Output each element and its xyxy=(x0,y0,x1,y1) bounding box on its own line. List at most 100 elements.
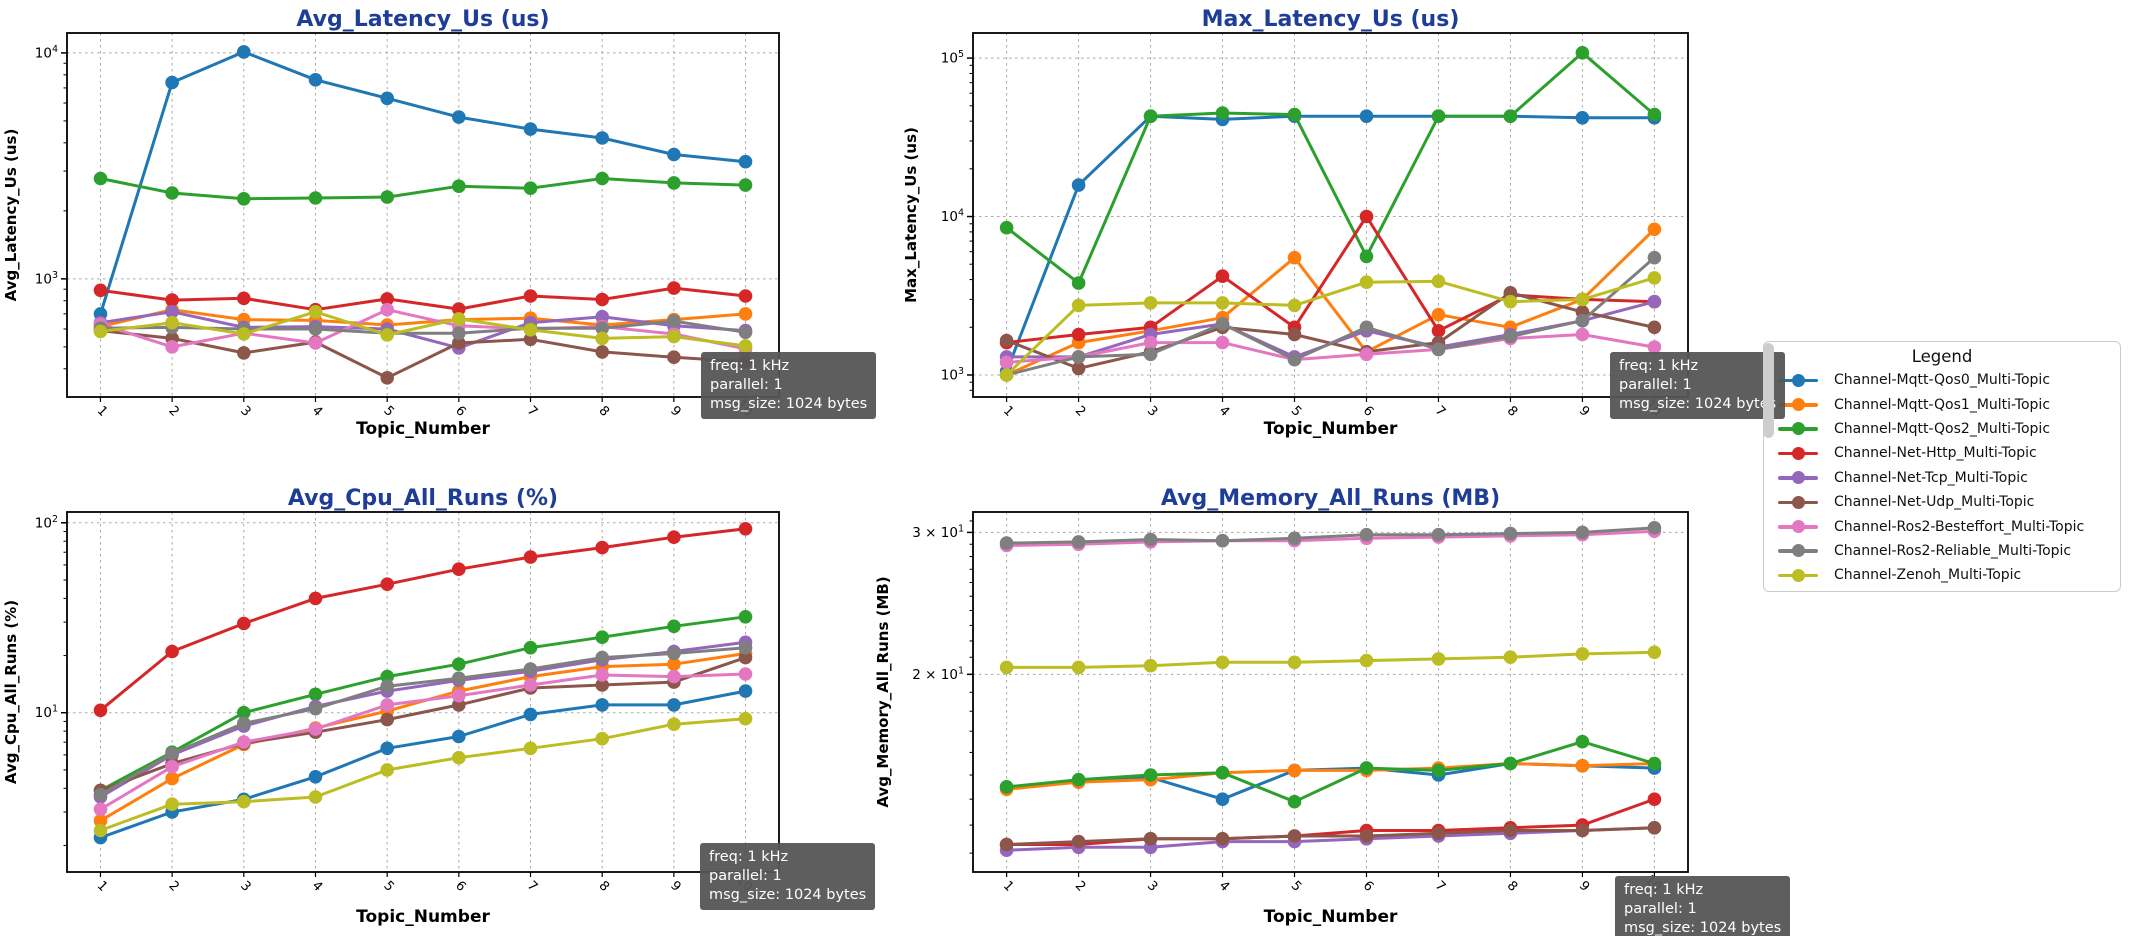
data-point-marker xyxy=(1575,111,1590,125)
y-tick-label: 104 xyxy=(35,44,58,62)
series-line xyxy=(99,689,746,840)
x-tick-label: 6 xyxy=(452,403,468,419)
x-tick-label: 5 xyxy=(380,878,396,894)
annotation-line: freq: 1 kHz xyxy=(1624,882,1704,898)
data-point-marker xyxy=(452,671,466,685)
data-point-marker xyxy=(1071,327,1086,342)
data-point-marker xyxy=(1287,352,1302,367)
data-point-marker xyxy=(93,283,108,298)
x-tick-label: 7 xyxy=(524,403,540,419)
data-point-marker xyxy=(452,688,466,703)
legend-item-label: Channel-Net-Udp_Multi-Topic xyxy=(1834,494,2035,511)
data-point-marker xyxy=(1287,655,1302,670)
y-axis-label: Avg_Cpu_All_Runs (%) xyxy=(2,600,20,784)
x-axis-label: Topic_Number xyxy=(1264,419,1398,439)
data-point-marker xyxy=(1071,178,1086,192)
data-point-marker xyxy=(1647,821,1662,835)
data-point-marker xyxy=(237,616,251,631)
series-line xyxy=(1006,650,1655,669)
data-point-marker xyxy=(93,823,108,838)
data-point-marker xyxy=(380,371,395,385)
x-tick-label: 3 xyxy=(237,403,253,419)
x-tick-label: 6 xyxy=(1360,403,1376,419)
data-point-marker xyxy=(1287,250,1302,265)
series-line xyxy=(1005,276,1655,377)
data-point-marker xyxy=(667,717,681,731)
data-point-marker xyxy=(595,345,609,359)
series-Channel-Mqtt-Qos0_Multi-Topic xyxy=(93,45,753,321)
data-point-marker xyxy=(999,780,1014,794)
series-line xyxy=(100,329,746,380)
data-point-marker xyxy=(308,336,323,350)
data-point-marker xyxy=(237,705,251,720)
legend-marker xyxy=(1778,446,1828,460)
data-point-marker xyxy=(380,577,395,591)
data-point-marker xyxy=(308,687,323,702)
legend-item-label: Channel-Mqtt-Qos0_Multi-Topic xyxy=(1834,372,2051,389)
plot-frame xyxy=(972,32,1689,398)
chart-title: Max_Latency_Us (us) xyxy=(1202,7,1460,32)
data-point-marker xyxy=(1575,525,1590,540)
series-Channel-Zenoh_Multi-Topic xyxy=(93,711,753,838)
series-line xyxy=(1006,256,1656,377)
data-point-marker xyxy=(1359,829,1374,843)
chart-title: Avg_Latency_Us (us) xyxy=(296,7,549,32)
data-point-marker xyxy=(523,678,538,692)
y-axis-label: Max_Latency_Us (us) xyxy=(902,127,920,303)
series-line xyxy=(100,310,746,348)
data-point-marker xyxy=(667,314,681,328)
data-point-marker xyxy=(523,332,538,347)
x-tick-label: 5 xyxy=(380,403,396,419)
data-point-marker xyxy=(1143,832,1158,846)
data-point-marker xyxy=(1575,313,1590,328)
data-point-marker xyxy=(1503,526,1518,541)
y-tick-label: 101 xyxy=(35,704,58,722)
data-point-marker xyxy=(237,735,251,749)
series-Channel-Ros2-Besteffort_Multi-Topic xyxy=(93,667,753,817)
data-point-marker xyxy=(738,610,753,624)
x-tick-label: 8 xyxy=(1504,878,1520,894)
data-point-marker xyxy=(1287,107,1302,122)
series-Channel-Zenoh_Multi-Topic xyxy=(999,271,1662,382)
data-point-marker xyxy=(595,650,609,665)
data-point-marker xyxy=(1647,792,1662,806)
y-axis-label: Avg_Latency_Us (us) xyxy=(2,129,20,302)
x-tick-label: 2 xyxy=(165,878,181,894)
data-point-marker xyxy=(1431,652,1446,666)
data-point-marker xyxy=(452,729,466,744)
data-point-marker xyxy=(738,289,753,303)
data-point-marker xyxy=(738,339,753,353)
series-line xyxy=(1006,826,1655,846)
x-tick-label: 4 xyxy=(309,403,325,419)
series-Channel-Mqtt-Qos2_Multi-Topic xyxy=(93,171,753,206)
legend-marker xyxy=(1778,520,1828,534)
data-point-marker xyxy=(1071,298,1086,313)
legend-item-label: Channel-Net-Http_Multi-Topic xyxy=(1834,445,2037,462)
legend-items: Channel-Mqtt-Qos0_Multi-Topic Channel-Mqt… xyxy=(1764,368,2120,588)
data-point-marker xyxy=(1359,109,1374,123)
data-point-marker xyxy=(1215,335,1230,350)
series-Channel-Zenoh_Multi-Topic xyxy=(93,305,753,353)
x-tick-label: 3 xyxy=(1144,403,1160,419)
series-line xyxy=(99,615,746,792)
legend-item: Channel-Zenoh_Multi-Topic xyxy=(1764,563,2120,587)
legend-item-label: Channel-Zenoh_Multi-Topic xyxy=(1834,567,2022,584)
annotation-line: freq: 1 kHz xyxy=(710,358,790,374)
plot-frame xyxy=(972,511,1689,873)
series-line xyxy=(100,177,746,201)
data-point-marker xyxy=(667,281,681,295)
data-point-marker xyxy=(1287,327,1302,342)
data-point-marker xyxy=(165,340,179,354)
data-point-marker xyxy=(1287,298,1302,313)
data-point-marker xyxy=(667,646,681,661)
y-tick-label: 105 xyxy=(941,49,964,67)
data-point-marker xyxy=(999,660,1014,675)
data-point-marker xyxy=(1503,756,1518,771)
data-point-marker xyxy=(452,326,466,341)
annotation-line: msg_size: 1024 bytes xyxy=(1624,920,1782,936)
series-Channel-Mqtt-Qos2_Multi-Topic xyxy=(999,46,1662,290)
x-tick-label: 2 xyxy=(1072,403,1088,419)
x-tick-label: 7 xyxy=(1432,878,1448,894)
series-Channel-Mqtt-Qos2_Multi-Topic xyxy=(999,734,1662,809)
series-Channel-Net-Udp_Multi-Topic xyxy=(999,821,1662,852)
